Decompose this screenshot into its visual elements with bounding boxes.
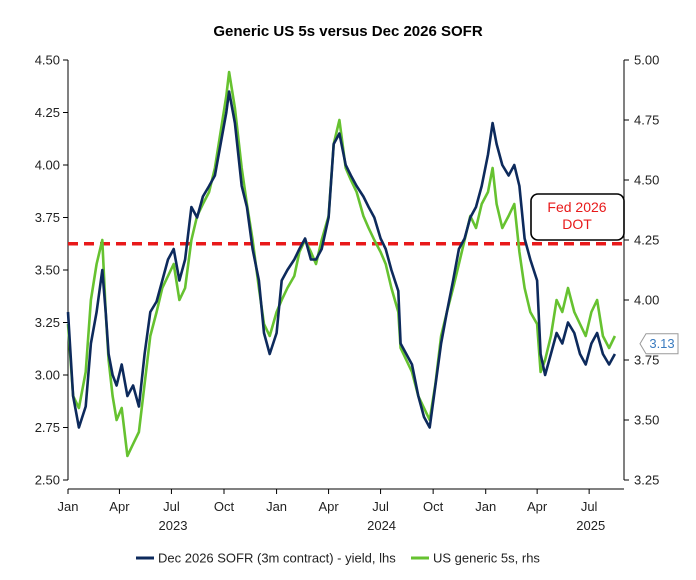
x-year-label: 2023: [159, 518, 188, 533]
x-tick-label: Oct: [214, 499, 235, 514]
sofr-series-line: [66, 90, 617, 429]
left-tick-label: 2.50: [35, 473, 60, 488]
annotation-text: Fed 2026: [547, 199, 606, 215]
annotation-box: [530, 193, 625, 241]
x-year-label: 2025: [576, 518, 605, 533]
right-tick-label: 3.75: [634, 353, 659, 368]
x-year-label: 2024: [367, 518, 396, 533]
left-tick-label: 3.75: [35, 210, 60, 225]
left-y-axis: 2.50 2.75 3.00 3.25 3.50 3.75 4.00 4.25 4.50: [35, 53, 69, 488]
x-tick-label: Apr: [318, 499, 339, 514]
left-tick-label: 3.00: [35, 368, 60, 383]
last-value-marker: [639, 333, 679, 355]
annotation-text: DOT: [562, 216, 592, 232]
legend: Dec 2026 SOFR (3m contract) - yield, lhs…: [136, 551, 540, 566]
left-tick-label: 4.00: [35, 158, 60, 173]
right-tick-label: 5.00: [634, 53, 659, 68]
left-tick-label: 3.50: [35, 263, 60, 278]
left-tick-label: 4.25: [35, 105, 60, 120]
right-tick-label: 4.50: [634, 173, 659, 188]
right-tick-label: 4.75: [634, 113, 659, 128]
x-tick-label: Jan: [266, 499, 287, 514]
x-tick-label: Jul: [163, 499, 180, 514]
right-y-axis: 3.25 3.50 3.75 4.00 4.25 4.50 4.75 5.00: [623, 53, 659, 488]
x-tick-label: Oct: [423, 499, 444, 514]
left-tick-label: 3.25: [35, 315, 60, 330]
x-tick-label: Jan: [475, 499, 496, 514]
legend-label-us5s: US generic 5s, rhs: [433, 551, 540, 566]
us5s-series-line: [66, 70, 617, 458]
x-tick-label: Apr: [527, 499, 548, 514]
legend-label-sofr: Dec 2026 SOFR (3m contract) - yield, lhs: [158, 551, 396, 566]
chart-title: Generic US 5s versus Dec 2026 SOFR: [213, 23, 482, 40]
right-tick-label: 3.25: [634, 473, 659, 488]
last-value-label: 3.13: [649, 336, 674, 351]
series-layer: [66, 70, 617, 458]
left-tick-label: 2.75: [35, 420, 60, 435]
x-tick-label: Apr: [109, 499, 130, 514]
right-tick-label: 3.50: [634, 413, 659, 428]
right-tick-label: 4.25: [634, 233, 659, 248]
x-tick-label: Jan: [58, 499, 79, 514]
right-tick-label: 4.00: [634, 293, 659, 308]
x-tick-label: Jul: [372, 499, 389, 514]
x-tick-label: Jul: [581, 499, 598, 514]
x-axis: Jan 2023 Apr Jul Oct Jan 2024 Apr Jul Oct Jan 2025 A…: [58, 488, 624, 533]
left-tick-label: 4.50: [35, 53, 60, 68]
